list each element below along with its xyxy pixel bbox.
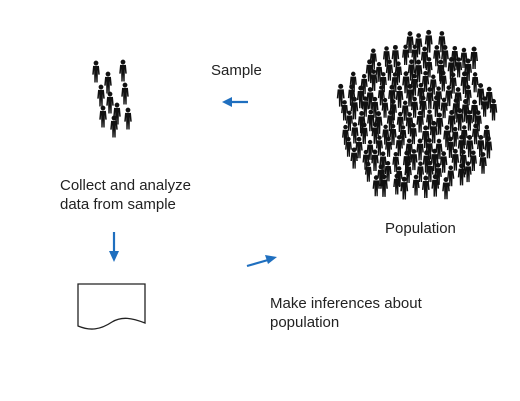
inference-label-line2: population [270, 314, 340, 331]
collect-label-line2: data from sample [60, 196, 176, 213]
person-icon [350, 147, 358, 169]
person-icon [402, 44, 410, 66]
sample-label: Sample [211, 62, 262, 79]
arrow-to-sample-icon [222, 97, 248, 107]
person-icon [364, 161, 372, 182]
person-icon [442, 177, 450, 200]
person-icon [104, 71, 112, 94]
document-icon [77, 283, 146, 330]
person-icon [119, 59, 127, 82]
person-icon [372, 175, 380, 197]
population-crowd [336, 29, 498, 200]
sample-group [92, 59, 132, 138]
person-icon [416, 138, 424, 161]
person-icon [97, 84, 105, 107]
person-icon [471, 72, 479, 93]
person-icon [371, 149, 379, 172]
arrow-down-icon [109, 232, 119, 262]
collect-label-line1: Collect and analyze [60, 177, 191, 194]
person-icon [106, 91, 114, 114]
arrow-to-population-icon [246, 255, 277, 268]
person-icon [395, 85, 404, 108]
person-icon [124, 107, 132, 130]
inference-label-line1: Make inferences about [270, 295, 422, 312]
person-icon [92, 60, 100, 83]
person-icon [470, 46, 478, 70]
population-label: Population [385, 220, 456, 237]
person-icon [410, 96, 419, 118]
person-icon [412, 174, 420, 196]
person-icon [99, 105, 107, 128]
person-icon [121, 82, 129, 105]
person-icon [464, 161, 472, 183]
person-icon [417, 82, 425, 104]
